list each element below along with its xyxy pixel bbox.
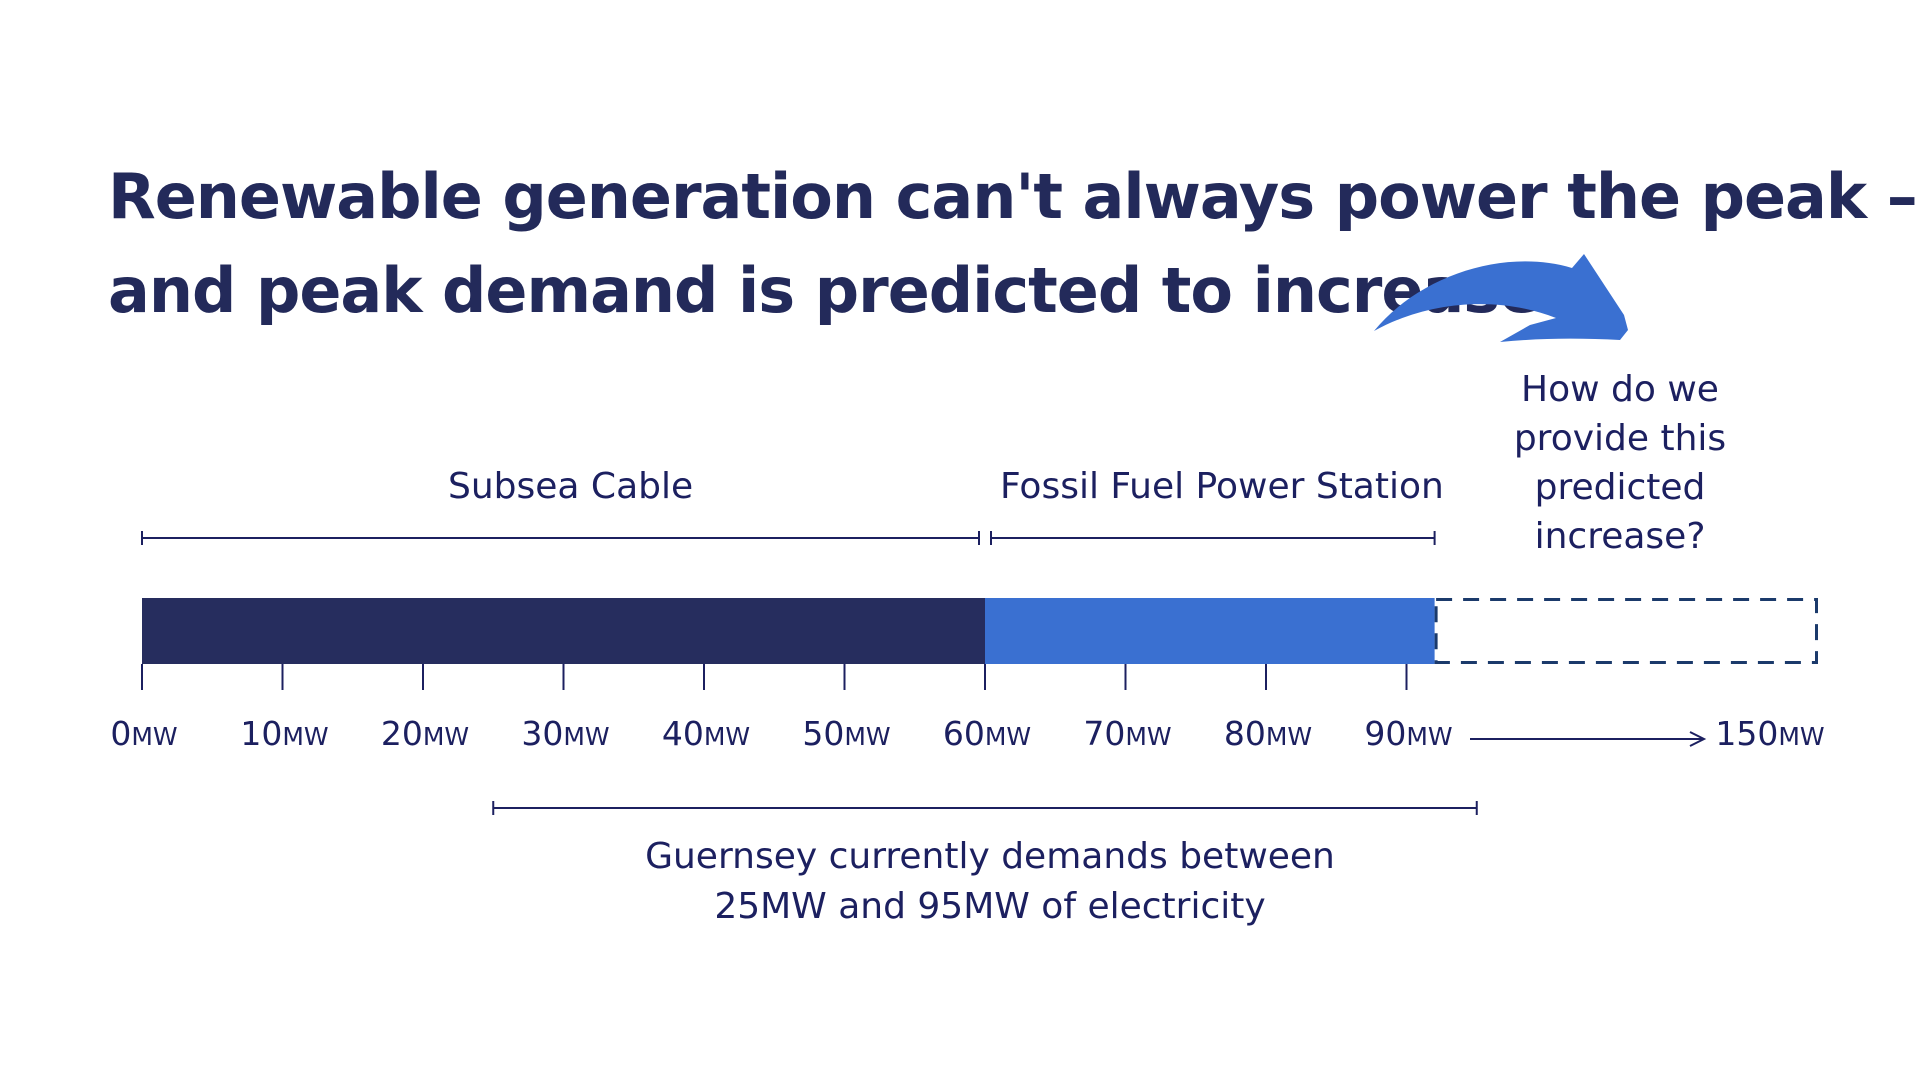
- demand-bracket: [492, 801, 1478, 815]
- question-line-4: increase?: [1534, 516, 1706, 557]
- subsea-cable-bracket: [141, 531, 980, 545]
- capacity-bar: [142, 598, 1818, 664]
- page-title: Renewable generation can't always power …: [108, 150, 1918, 338]
- fossil-fuel-bracket: [990, 531, 1436, 545]
- demand-range-bracket: [492, 801, 1478, 815]
- tick-label-30: 30MW: [521, 714, 609, 753]
- demand-note-line-2: 25MW and 95MW of electricity: [714, 886, 1266, 927]
- fossil-fuel-segment: [985, 598, 1435, 664]
- subsea-cable-label: Subsea Cable: [448, 466, 694, 507]
- tick-label-150-value: 150: [1715, 714, 1779, 753]
- long-right-arrow-icon: [1470, 731, 1707, 747]
- tick-label-90-value: 90: [1364, 714, 1407, 753]
- tick-label-60: 60MW: [943, 714, 1031, 753]
- tick-label-70-unit: MW: [1125, 722, 1172, 751]
- tick-label-0-value: 0: [110, 714, 132, 753]
- tick-label-20-value: 20: [380, 714, 423, 753]
- tick-label-20-unit: MW: [422, 722, 470, 751]
- tick-label-80-unit: MW: [1265, 722, 1313, 751]
- predicted-increase-question: How do we provide this predicted increas…: [1450, 365, 1790, 561]
- tick-label-10: 10MW: [240, 714, 328, 753]
- predicted-increase-segment: [1434, 598, 1818, 664]
- tick-label-10-unit: MW: [282, 722, 329, 751]
- tick-label-70: 70MW: [1083, 714, 1171, 753]
- tick-label-90: 90MW: [1364, 714, 1452, 753]
- tick-label-60-value: 60: [942, 714, 985, 753]
- demand-note-line-1: Guernsey currently demands between: [645, 836, 1335, 877]
- tick-label-10-value: 10: [240, 714, 283, 753]
- subsea-cable-segment: [142, 598, 985, 664]
- title-line-1: Renewable generation can't always power …: [108, 160, 1918, 233]
- tick-label-20: 20MW: [381, 714, 469, 753]
- tick-label-70-value: 70: [1083, 714, 1126, 753]
- demand-range-note: Guernsey currently demands between 25MW …: [600, 832, 1380, 932]
- tick-label-30-value: 30: [521, 714, 564, 753]
- tick-label-150-unit: MW: [1778, 722, 1825, 751]
- tick-label-40-value: 40: [661, 714, 704, 753]
- tick-label-30-unit: MW: [563, 722, 610, 751]
- curved-arrow-icon: [1374, 254, 1628, 342]
- tick-label-150: 150MW: [1715, 714, 1824, 753]
- tick-label-0-unit: MW: [131, 722, 178, 751]
- tick-label-50: 50MW: [802, 714, 890, 753]
- tick-label-40-unit: MW: [703, 722, 751, 751]
- axis-ticks: [141, 664, 1408, 690]
- title-line-2: and peak demand is predicted to increase: [108, 254, 1541, 327]
- question-line-2: provide this: [1513, 418, 1727, 459]
- fossil-fuel-label: Fossil Fuel Power Station: [1000, 466, 1444, 507]
- tick-label-40: 40MW: [662, 714, 750, 753]
- question-line-1: How do we: [1521, 369, 1719, 410]
- tick-label-0: 0MW: [110, 714, 177, 753]
- tick-label-90-unit: MW: [1406, 722, 1453, 751]
- tick-label-80: 80MW: [1224, 714, 1312, 753]
- question-line-3: predicted: [1534, 467, 1706, 508]
- tick-label-60-unit: MW: [984, 722, 1032, 751]
- tick-label-50-value: 50: [802, 714, 845, 753]
- tick-label-50-unit: MW: [844, 722, 891, 751]
- tick-label-80-value: 80: [1223, 714, 1266, 753]
- segment-brackets: [141, 531, 1436, 545]
